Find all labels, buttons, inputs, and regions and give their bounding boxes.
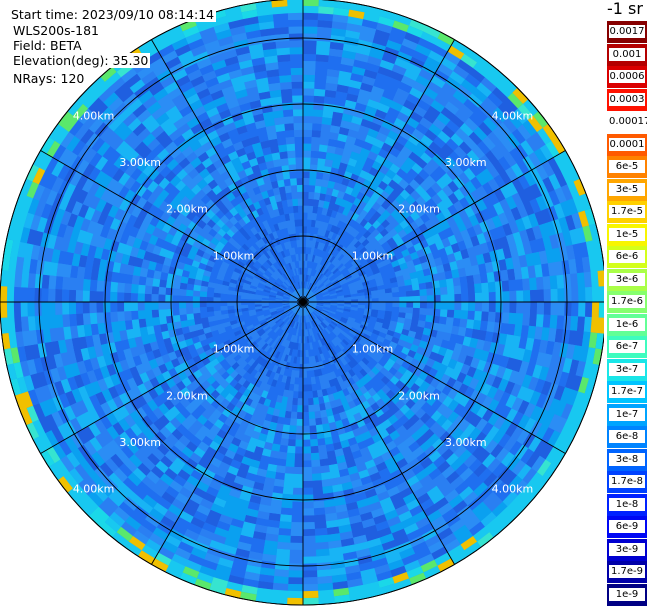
elevation-label: Elevation(deg): 35.30 [11,53,151,68]
range-ring-label: 4.00km [492,483,534,496]
colorbar-swatch: 0.001 [607,43,647,66]
colorbar-swatch: 0.0003 [607,88,647,111]
range-ring-label: 1.00km [352,249,394,262]
colorbar-tick-label: 3e-6 [609,272,645,286]
colorbar-tick-label: 6e-7 [609,340,645,353]
colorbar-swatch: 1.7e-6 [607,291,647,313]
range-ring-label: 1.00km [213,343,255,356]
colorbar-swatch: 6e-7 [607,336,647,358]
colorbar-tick-label: 6e-9 [609,520,645,533]
colorbar-swatch: 6e-5 [607,156,647,178]
azimuth-spoke [151,301,304,565]
range-ring-label: 3.00km [445,436,487,449]
colorbar-tick-label: 3e-7 [609,362,645,376]
range-ring-label: 3.00km [119,436,161,449]
colorbar-swatch: 1.7e-5 [607,201,647,223]
range-ring-label: 2.00km [398,203,440,216]
colorbar-swatch: 6e-8 [607,426,647,448]
colorbar-swatch: 1.7e-9 [607,561,647,583]
colorbar-tick-label: 1e-6 [609,317,645,331]
colorbar-tick-label: 1e-9 [609,587,645,601]
radar-cell-group [17,16,593,585]
colorbar-tick-label: 1.7e-8 [609,475,645,488]
colorbar-tick-label: 1.7e-5 [609,205,645,218]
colorbar-swatch: 1e-9 [607,583,647,606]
field-label: Field: BETA [11,38,84,53]
range-ring-label: 2.00km [398,389,440,402]
colorbar-swatch: 6e-6 [607,246,647,268]
colorbar-swatch: 6e-9 [607,516,647,538]
range-ring-label: 2.00km [166,389,208,402]
colorbar-tick-label: 0.0003 [609,92,645,106]
colorbar-title: -1 sr [607,0,643,18]
azimuth-spoke [302,301,566,454]
colorbar-tick-label: 0.0006 [609,70,645,83]
range-ring-label: 5.00km [26,529,68,542]
start-time-label: Start time: 2023/09/10 08:14:14 [9,7,217,22]
range-ring-label: 2.00km [166,203,208,216]
colorbar-swatch: 1.7e-8 [607,471,647,493]
colorbar-tick-label: 3e-5 [609,182,645,196]
range-ring-label: 4.00km [492,109,534,122]
azimuth-spoke [302,301,455,565]
colorbar-swatch: 3e-6 [607,268,647,291]
colorbar-swatch: 3e-5 [607,178,647,201]
azimuth-spoke [40,301,304,454]
colorbar-tick-label: 6e-5 [609,160,645,173]
azimuth-spoke [151,39,304,303]
colorbar-tick-label: 1e-8 [609,497,645,511]
range-ring-label: 5.00km [538,63,580,76]
colorbar-tick-label: 1.7e-7 [609,385,645,398]
colorbar-swatch: 1e-8 [607,493,647,516]
colorbar-tick-label: 1e-7 [609,407,645,421]
range-ring-label: 4.00km [73,109,115,122]
radar-cell-group [206,205,398,399]
range-ring-label: 3.00km [445,156,487,169]
colorbar-swatch: 1e-7 [607,403,647,426]
radar-cell-group [13,12,593,590]
colorbar-tick-label: 0.00017 [609,115,647,128]
colorbar-tick-label: 0.0017 [609,25,645,38]
colorbar-swatch: 0.0017 [607,21,647,43]
azimuth-spoke [302,150,566,303]
colorbar-tick-label: 3e-8 [609,452,645,466]
colorbar-swatch: 0.0006 [607,66,647,88]
colorbar-swatch: 1e-6 [607,313,647,336]
colorbar-tick-label: 1.7e-6 [609,295,645,308]
range-ring-label: 5.00km [538,529,580,542]
radar-cell-group [15,21,591,591]
azimuth-spokes [0,0,604,605]
azimuth-spoke [40,150,304,303]
colorbar-swatch: 1.7e-7 [607,381,647,403]
colorbar-tick-label: 1e-5 [609,227,645,241]
nrays-label: NRays: 120 [11,71,87,86]
site-label: WLS200s-181 [11,23,101,38]
radar-cell-group [207,205,400,398]
azimuth-spoke [302,39,455,303]
radar-cell-group [20,14,591,592]
center-hub-line [301,296,304,303]
range-ring-label: 3.00km [119,156,161,169]
colorbar-tick-label: 6e-6 [609,250,645,263]
colorbar-tick-label: 0.001 [609,47,645,61]
colorbar-tick-label: 1.7e-9 [609,565,645,578]
colorbar-swatch: 1e-5 [607,223,647,246]
colorbar-swatch: 0.00017 [607,111,647,133]
range-ring-label: 1.00km [213,249,255,262]
colorbar-swatch: 3e-8 [607,448,647,471]
colorbar-swatch: 3e-7 [607,358,647,381]
colorbar-tick-label: 6e-8 [609,430,645,443]
colorbar-tick-label: 3e-9 [609,542,645,556]
colorbar-tick-label: 0.0001 [609,137,645,151]
range-ring-label: 1.00km [352,343,394,356]
colorbar: 0.0017 0.001 0.0006 0.0003 0.00017 0.0001 6e-5… [607,21,647,607]
colorbar-swatch: 0.0001 [607,133,647,156]
colorbar-swatch: 3e-9 [607,538,647,561]
range-ring-label: 4.00km [73,483,115,496]
ppi-plot: 1.00km 1.00km 1.00km 1.00km 2.00km 2.00km 2.00… [0,0,604,606]
